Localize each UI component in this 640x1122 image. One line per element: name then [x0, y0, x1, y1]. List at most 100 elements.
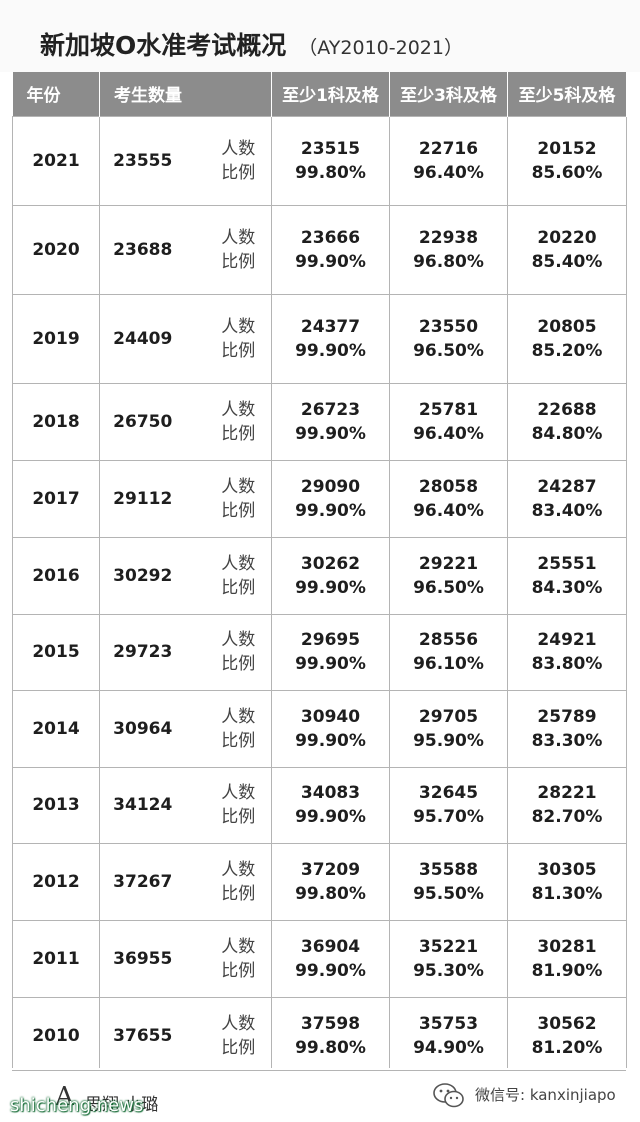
- pass-1-count: 37209: [300, 859, 361, 880]
- table-row: 2019 24409 人数 比例 24377 99.90% 23550 96.50% 20805…: [12, 293, 627, 384]
- table-row: 2015 29723 人数 比例 29695 99.90% 28556 96.10% 24921…: [12, 613, 627, 691]
- page-title: 新加坡O水准考试概况 （AY2010-2021）: [40, 26, 463, 62]
- pass-3: 22716 96.40%: [389, 115, 508, 206]
- pass-3: 28058 96.40%: [389, 459, 508, 538]
- year-cell: 2010: [12, 996, 100, 1075]
- watermark-left: shicheng.news: [10, 1095, 144, 1116]
- pass-3-count: 23550: [418, 316, 479, 337]
- pass-1-rate: 99.90%: [295, 423, 366, 444]
- candidates-cell: 23555: [99, 115, 186, 206]
- year-cell: 2012: [12, 842, 100, 921]
- pass-5-count: 22688: [537, 399, 597, 420]
- metric-label: 人数 比例: [185, 689, 272, 768]
- pass-1-count: 24377: [300, 316, 361, 337]
- table-row: 2020 23688 人数 比例 23666 99.90% 22938 96.80% 20220…: [12, 204, 627, 295]
- pass-1-count: 30262: [300, 553, 361, 574]
- pass-5: 20152 85.60%: [507, 115, 627, 206]
- metric-label: 人数 比例: [185, 766, 272, 844]
- pass-5-rate: 82.70%: [531, 807, 603, 827]
- pass-5-count: 30281: [537, 936, 597, 957]
- pass-1-count: 23515: [300, 138, 361, 159]
- pass-3-rate: 95.50%: [413, 883, 484, 904]
- pass-3-count: 22716: [418, 138, 479, 159]
- pass-3-rate: 94.90%: [413, 1037, 484, 1058]
- pass-1-rate: 99.90%: [295, 807, 366, 827]
- pass-5-count: 28221: [537, 783, 597, 803]
- candidates-cell: 30964: [99, 689, 186, 768]
- pass-1-rate: 99.90%: [295, 730, 366, 751]
- metric-label-count: 人数: [221, 706, 256, 727]
- metric-label-rate: 比例: [221, 1037, 256, 1058]
- candidates-cell: 37267: [99, 842, 186, 921]
- pass-3: 35221 95.30%: [389, 919, 508, 998]
- pass-3-count: 25781: [418, 399, 479, 420]
- pass-5: 25551 84.30%: [507, 536, 627, 615]
- pass-3: 25781 96.40%: [389, 382, 508, 461]
- title-subtitle: （AY2010-2021）: [298, 37, 463, 59]
- pass-1: 36904 99.90%: [271, 919, 390, 998]
- year-cell: 2016: [12, 536, 100, 615]
- header-candidates: 考生数量: [99, 72, 272, 116]
- pass-3-rate: 95.70%: [413, 807, 484, 827]
- candidates-cell: 29723: [99, 613, 186, 691]
- pass-5-rate: 83.30%: [531, 730, 603, 751]
- candidates-cell: 36955: [99, 919, 186, 998]
- metric-label-count: 人数: [221, 138, 256, 159]
- table-row: 2011 36955 人数 比例 36904 99.90% 35221 95.30% 30281…: [12, 919, 627, 998]
- metric-label-rate: 比例: [221, 423, 256, 444]
- pass-3: 32645 95.70%: [389, 766, 508, 844]
- pass-3: 29221 96.50%: [389, 536, 508, 615]
- pass-5-count: 25789: [537, 706, 597, 727]
- metric-label-count: 人数: [221, 630, 256, 650]
- metric-label: 人数 比例: [185, 459, 272, 538]
- candidates-cell: 29112: [99, 459, 186, 538]
- pass-1-rate: 99.90%: [295, 960, 366, 981]
- pass-5-rate: 81.20%: [531, 1037, 603, 1058]
- metric-label-count: 人数: [221, 316, 256, 337]
- candidates-cell: 26750: [99, 382, 186, 461]
- pass-1-count: 26723: [300, 399, 361, 420]
- pass-3: 29705 95.90%: [389, 689, 508, 768]
- metric-label-rate: 比例: [221, 883, 256, 904]
- header-year: 年份: [12, 72, 100, 116]
- brand-logo: A: [55, 1082, 74, 1112]
- pass-1-count: 36904: [300, 936, 361, 957]
- pass-3-rate: 96.50%: [413, 340, 484, 361]
- year-cell: 2017: [12, 459, 100, 538]
- pass-5: 30562 81.20%: [507, 996, 627, 1075]
- pass-1-count: 30940: [300, 706, 361, 727]
- header-pass-1: 至少1科及格: [271, 72, 390, 116]
- pass-3-count: 29221: [418, 553, 479, 574]
- title-main: 新加坡O水准考试概况: [40, 31, 287, 60]
- pass-5: 20805 85.20%: [507, 293, 627, 384]
- metric-label-count: 人数: [221, 227, 256, 248]
- metric-label: 人数 比例: [185, 204, 272, 295]
- pass-5-count: 24921: [537, 630, 597, 650]
- pass-3-rate: 96.80%: [413, 251, 484, 272]
- pass-5-rate: 83.40%: [531, 500, 603, 521]
- pass-1-rate: 99.90%: [295, 577, 366, 598]
- pass-3-count: 35221: [418, 936, 479, 957]
- pass-3-count: 32645: [418, 783, 479, 803]
- pass-3-count: 28058: [418, 476, 479, 497]
- pass-5: 28221 82.70%: [507, 766, 627, 844]
- pass-5: 24287 83.40%: [507, 459, 627, 538]
- header-pass-3: 至少3科及格: [389, 72, 508, 116]
- pass-1-count: 37598: [300, 1013, 361, 1034]
- pass-5-rate: 83.80%: [531, 654, 603, 674]
- metric-label-count: 人数: [221, 783, 256, 803]
- pass-1: 23666 99.90%: [271, 204, 390, 295]
- year-cell: 2018: [12, 382, 100, 461]
- pass-3: 23550 96.50%: [389, 293, 508, 384]
- metric-label-rate: 比例: [221, 577, 256, 598]
- pass-1-rate: 99.80%: [295, 1037, 366, 1058]
- pass-1: 30940 99.90%: [271, 689, 390, 768]
- metric-label: 人数 比例: [185, 919, 272, 998]
- header-pass-5: 至少5科及格: [507, 72, 627, 116]
- pass-1: 23515 99.80%: [271, 115, 390, 206]
- pass-5: 24921 83.80%: [507, 613, 627, 691]
- pass-5: 30281 81.90%: [507, 919, 627, 998]
- pass-1-count: 29695: [300, 630, 361, 650]
- pass-3: 28556 96.10%: [389, 613, 508, 691]
- metric-label-count: 人数: [221, 476, 256, 497]
